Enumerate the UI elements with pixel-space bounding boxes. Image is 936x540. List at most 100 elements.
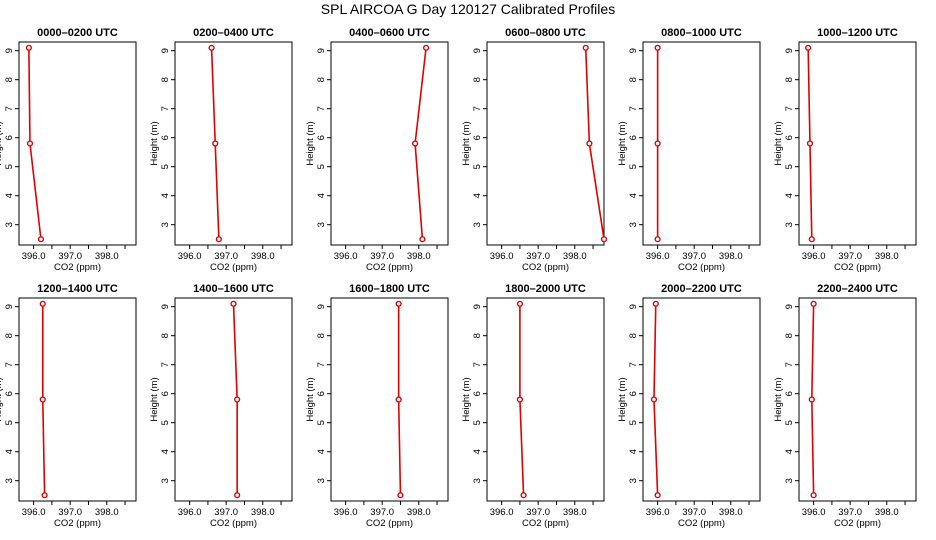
y-tick-label: 7 — [160, 362, 171, 367]
y-tick-label: 6 — [472, 135, 483, 140]
panel-title: 1000–1200 UTC — [817, 27, 898, 39]
y-tick-label: 7 — [472, 106, 483, 111]
panel-title: 0800–1000 UTC — [661, 27, 742, 39]
y-tick-label: 9 — [472, 48, 483, 53]
x-tick-label: 397.0 — [214, 507, 238, 518]
panel-5: 0800–1000 UTC 396.0 397.0 398.0 3 4 5 6 7 8 9 CO2 (… — [617, 27, 761, 273]
x-tick-label: 398.0 — [563, 251, 587, 262]
y-tick-label: 4 — [4, 193, 15, 198]
y-tick-label: 7 — [160, 106, 171, 111]
data-point — [654, 140, 661, 147]
y-tick-label: 5 — [628, 420, 639, 425]
x-tick-label: 396.0 — [334, 507, 358, 518]
y-axis-label: Height (m) — [305, 377, 316, 421]
y-tick-label: 6 — [4, 135, 15, 140]
y-tick-label: 5 — [472, 420, 483, 425]
y-tick-label: 7 — [316, 362, 327, 367]
panel-12: 2200–2400 UTC 396.0 397.0 398.0 3 4 5 6 7 8 9 CO2 (… — [773, 283, 917, 529]
data-point — [520, 492, 527, 499]
y-tick-label: 7 — [628, 362, 639, 367]
y-tick-label: 8 — [316, 333, 327, 338]
plot-frame — [486, 41, 605, 246]
x-axis-label: CO2 (ppm) — [834, 262, 881, 273]
data-point — [652, 300, 659, 307]
y-tick-label: 5 — [472, 164, 483, 169]
y-tick-label: 3 — [784, 222, 795, 227]
y-tick-label: 3 — [160, 478, 171, 483]
y-axis-label: Height (m) — [773, 121, 784, 165]
y-tick-label: 9 — [4, 304, 15, 309]
data-point — [397, 492, 404, 499]
x-tick-label: 396.0 — [334, 251, 358, 262]
y-tick-label: 4 — [628, 449, 639, 454]
panel-title: 0200–0400 UTC — [193, 27, 274, 39]
y-tick-label: 8 — [4, 77, 15, 82]
y-tick-label: 5 — [784, 164, 795, 169]
x-tick-label: 398.0 — [719, 251, 743, 262]
y-tick-label: 9 — [316, 304, 327, 309]
plot-frame — [798, 41, 917, 246]
plot-frame — [642, 297, 761, 502]
plot-frame — [798, 297, 917, 502]
x-tick-label: 396.0 — [490, 251, 514, 262]
data-point — [212, 140, 219, 147]
y-tick-label: 3 — [784, 478, 795, 483]
x-axis-label: CO2 (ppm) — [210, 518, 257, 529]
y-tick-label: 4 — [316, 449, 327, 454]
data-point — [37, 236, 45, 243]
x-tick-label: 397.0 — [838, 251, 862, 262]
y-tick-label: 5 — [316, 164, 327, 169]
y-tick-label: 5 — [4, 420, 15, 425]
data-point — [650, 396, 658, 403]
x-tick-label: 397.0 — [682, 507, 706, 518]
y-tick-label: 6 — [4, 391, 15, 396]
y-tick-label: 5 — [160, 420, 171, 425]
panel-title: 1400–1600 UTC — [193, 283, 274, 295]
plot-frame — [18, 41, 137, 246]
y-tick-label: 9 — [784, 48, 795, 53]
x-tick-label: 397.0 — [58, 507, 82, 518]
y-tick-label: 4 — [160, 449, 171, 454]
y-tick-label: 3 — [316, 478, 327, 483]
y-tick-label: 6 — [316, 135, 327, 140]
y-tick-label: 4 — [472, 193, 483, 198]
x-tick-label: 398.0 — [407, 251, 431, 262]
plot-frame — [330, 41, 449, 246]
y-tick-label: 3 — [472, 222, 483, 227]
data-point — [582, 44, 589, 51]
y-tick-label: 3 — [4, 478, 15, 483]
y-tick-label: 8 — [160, 333, 171, 338]
y-tick-label: 6 — [160, 391, 171, 396]
y-tick-label: 8 — [628, 77, 639, 82]
data-point — [516, 300, 524, 307]
y-tick-label: 9 — [160, 304, 171, 309]
x-tick-label: 398.0 — [875, 507, 899, 518]
x-tick-label: 396.0 — [802, 251, 826, 262]
data-point — [600, 236, 608, 243]
panel-title: 0600–0800 UTC — [505, 27, 586, 39]
y-tick-label: 9 — [316, 48, 327, 53]
y-axis-label: Height (m) — [773, 377, 784, 421]
y-axis-label: Height (m) — [461, 377, 472, 421]
y-tick-label: 7 — [4, 362, 15, 367]
panel-10: 1800–2000 UTC 396.0 397.0 398.0 3 4 5 6 7 8 9 CO2 (… — [461, 283, 605, 529]
x-axis-label: CO2 (ppm) — [366, 518, 413, 529]
y-tick-label: 8 — [160, 77, 171, 82]
y-tick-label: 8 — [472, 77, 483, 82]
y-tick-label: 4 — [316, 193, 327, 198]
y-tick-label: 5 — [160, 164, 171, 169]
x-tick-label: 398.0 — [251, 507, 275, 518]
data-point — [516, 396, 524, 403]
x-axis-label: CO2 (ppm) — [366, 262, 413, 273]
data-point — [419, 236, 426, 243]
x-tick-label: 397.0 — [214, 251, 238, 262]
y-tick-label: 6 — [784, 135, 795, 140]
data-point — [215, 236, 222, 243]
data-point — [26, 140, 34, 147]
y-tick-label: 3 — [472, 478, 483, 483]
panel-1: 0000–0200 UTC 396.0 397.0 398.0 3 4 5 6 7 8 9 CO2 (… — [0, 27, 137, 273]
panel-title: 2200–2400 UTC — [817, 283, 898, 295]
y-tick-label: 6 — [472, 391, 483, 396]
